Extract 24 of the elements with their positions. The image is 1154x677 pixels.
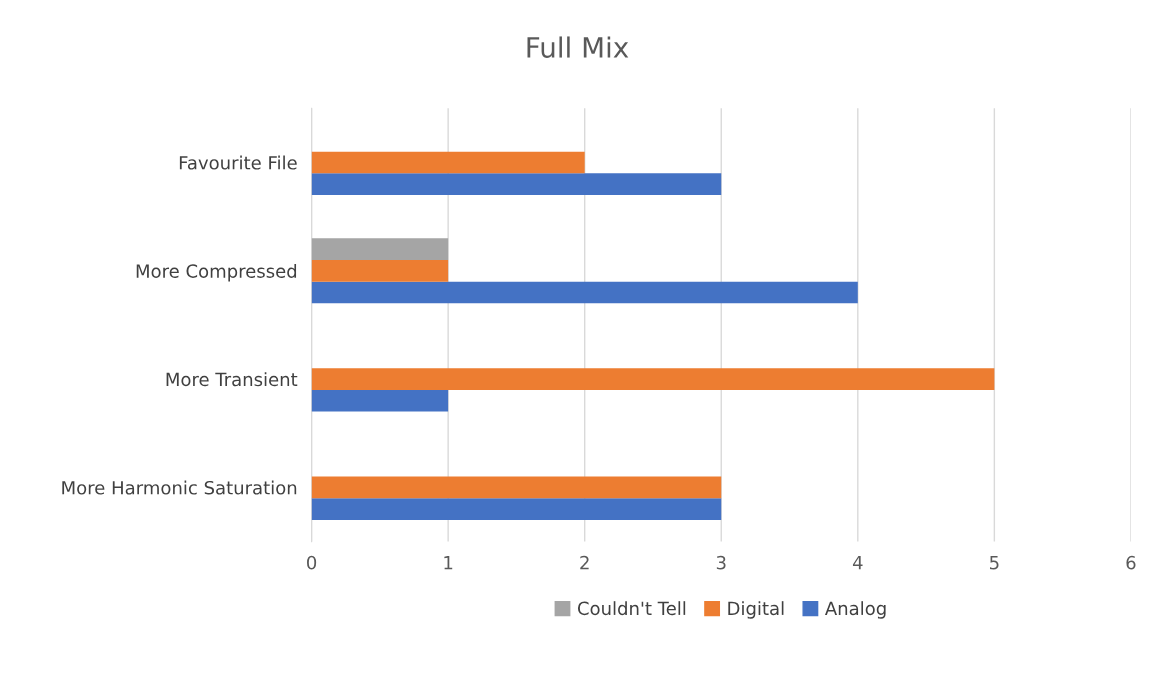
chart-title: Full Mix [527, 36, 629, 58]
x-tick-label: 4 [852, 556, 863, 570]
y-tick-label: More Compressed [136, 263, 297, 282]
x-tick-label: 3 [716, 555, 726, 570]
legend-label: Analog [824, 601, 886, 619]
y-tick-label: More Harmonic Saturation [62, 480, 297, 495]
y-tick-label: More Transient [166, 372, 298, 387]
legend-label: Couldn't Tell [577, 601, 686, 616]
x-tick-label: 2 [580, 555, 589, 570]
bar [311, 498, 722, 520]
bar [311, 368, 995, 390]
x-tick-label: 0 [307, 555, 317, 570]
bar [311, 259, 449, 282]
bar [311, 281, 858, 304]
bar [311, 173, 722, 195]
y-tick-label: Favourite File [179, 155, 297, 170]
x-tick-label: 5 [990, 556, 999, 570]
x-tick-label: 6 [1126, 555, 1136, 570]
bar [311, 151, 585, 174]
legend-label: Digital [728, 601, 784, 619]
bar [311, 476, 722, 499]
bar [311, 238, 449, 260]
x-tick-label: 1 [444, 556, 453, 570]
bar [311, 389, 449, 412]
